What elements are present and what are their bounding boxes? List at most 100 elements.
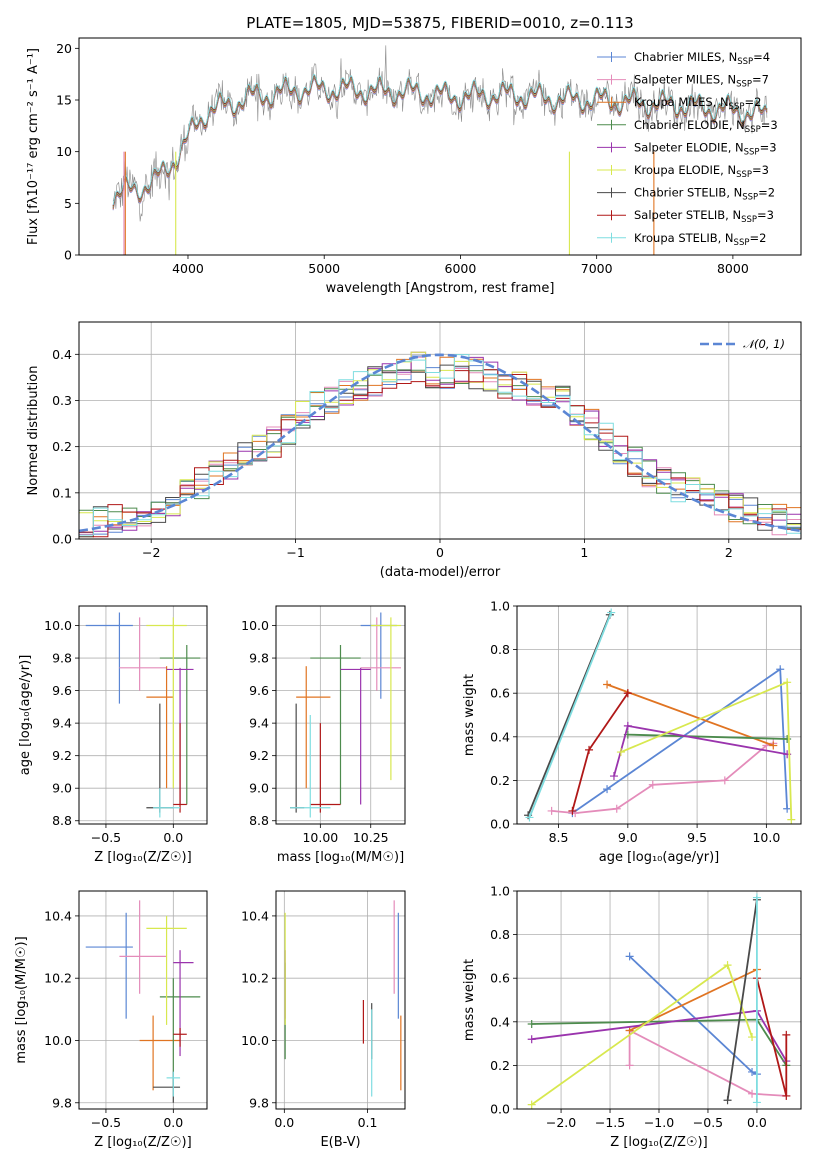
mass-weight-marker [609, 772, 618, 781]
mass-weight-marker [568, 806, 577, 815]
errorbar-point [159, 645, 201, 805]
mass-weight-marker [585, 745, 594, 754]
y-tick-label: 0.2 [52, 439, 72, 454]
x-tick-label: 9.0 [618, 830, 638, 845]
mass-weight-line [627, 733, 788, 740]
mass-weight-marker [748, 1033, 757, 1042]
mass-weight-series [752, 893, 761, 1107]
x-tick-label: 0.0 [163, 1115, 183, 1130]
y-tick-label: 10.2 [241, 971, 269, 986]
mass-weight-series [603, 680, 778, 750]
x-axis-label: wavelength [Angstrom, rest frame] [326, 281, 555, 296]
legend-label: Kroupa STELIB, NSSP=2 [634, 231, 766, 248]
mass-weight-series [527, 961, 757, 1109]
x-tick-label: 0 [436, 545, 444, 560]
mass-weight-marker [752, 1098, 761, 1107]
errorbar-point [146, 915, 187, 1025]
y-tick-label: 10.4 [241, 908, 269, 923]
errorbar-point [340, 667, 371, 805]
x-tick-label: 10.0 [752, 830, 780, 845]
mass-weight-marker [648, 780, 657, 789]
y-tick-label: 10.0 [241, 1033, 269, 1048]
mass-weight-marker [527, 1019, 536, 1028]
massweight-vs-age-frame [516, 605, 802, 825]
y-tick-label: 10 [56, 144, 72, 159]
age-vs-z-axes: −0.5 0.0 8.8 9.0 9.2 9.4 9.6 9.8 10.0 Z [log₁₀(Z/… [18, 606, 207, 865]
mass-weight-series [525, 608, 616, 822]
errorbar-point [296, 666, 331, 789]
x-tick-label: 7000 [581, 261, 613, 276]
y-tick-label: 9.6 [249, 683, 269, 698]
errorbar-point [119, 617, 167, 691]
x-tick-label: 0.0 [163, 830, 183, 845]
legend-label: Chabrier MILES, NSSP=4 [634, 50, 770, 67]
x-axis-label: mass [log₁₀(M/M☉)] [277, 850, 404, 865]
y-axis-label: mass [log₁₀(M/M☉)] [14, 936, 29, 1063]
spectrum-legend: Chabrier MILES, NSSP=4 Salpeter MILES, NS… [597, 50, 778, 248]
mass-weight-marker [547, 806, 556, 815]
y-tick-label: 9.6 [52, 683, 72, 698]
errorbar-point [146, 617, 187, 789]
x-tick-label: 9.5 [687, 830, 707, 845]
massweight-vs-z-axes: −2.0 −1.5 −1.0 −0.5 0.0 0.0 0.2 0.4 0.6 0.8 1.0 Z [… [462, 884, 801, 1150]
y-tick-label: 0.4 [490, 729, 510, 744]
mass-weight-marker [527, 1100, 536, 1109]
y-tick-label: 9.4 [52, 716, 72, 731]
errorbar-point [153, 1071, 181, 1103]
y-tick-label: 15 [56, 93, 72, 108]
y-tick-label: 0.6 [490, 971, 510, 986]
spectrum-axes: 4000 5000 6000 7000 8000 0 5 10 15 20 wavelength [… [26, 41, 749, 296]
errorbar-point [146, 666, 174, 789]
errorbar-point [119, 900, 167, 994]
mass-weight-marker [525, 813, 534, 822]
mass-weight-marker [783, 804, 792, 813]
x-tick-label: 10.00 [302, 830, 338, 845]
x-tick-label: 1 [580, 545, 588, 560]
y-tick-label: 0.2 [490, 1058, 510, 1073]
x-tick-label: −0.5 [91, 1115, 121, 1130]
errorbar-point [85, 612, 133, 704]
mass-weight-line [571, 667, 788, 814]
y-tick-label: 9.2 [249, 748, 269, 763]
mass-weight-line [628, 955, 758, 1075]
mass-weight-marker [783, 678, 792, 687]
x-tick-label: 5000 [308, 261, 340, 276]
y-axis-label: Flux [fλ10⁻¹⁷ erg cm⁻² s⁻¹ A⁻¹] [26, 48, 41, 245]
normal-reference-curve [78, 353, 802, 533]
errorbar-point [290, 703, 305, 813]
x-axis-label: Z [log₁₀(Z/Z☉)] [94, 850, 191, 865]
mass-weight-line [551, 742, 774, 815]
x-axis-label: (data-model)/error [380, 565, 501, 580]
errorbar-point [173, 723, 187, 813]
residual-axes: −2 −1 0 1 2 0.0 0.1 0.2 0.3 0.4 (data-model)/error… [26, 322, 801, 580]
y-tick-label: 1.0 [490, 599, 510, 614]
mass-weight-marker [748, 1067, 757, 1076]
mass-weight-marker [603, 785, 612, 794]
mass-weight-marker [625, 952, 634, 961]
legend-label: Salpeter MILES, NSSP=7 [634, 73, 769, 90]
errorbar-point [310, 723, 341, 813]
x-tick-label: −2 [142, 545, 160, 560]
legend-label: Salpeter STELIB, NSSP=3 [634, 208, 774, 225]
mass-weight-series [568, 665, 792, 818]
y-tick-label: 0.6 [490, 686, 510, 701]
x-tick-label: −1.0 [644, 1115, 674, 1130]
y-tick-label: 9.8 [249, 1095, 269, 1110]
mass-weight-marker [752, 893, 761, 902]
x-axis-label: Z [log₁₀(Z/Z☉)] [610, 1135, 707, 1150]
y-tick-label: 0.0 [490, 1102, 510, 1117]
x-tick-label: 0.0 [274, 1115, 294, 1130]
y-tick-label: 9.0 [249, 781, 269, 796]
mass-weight-marker [625, 1026, 634, 1035]
x-tick-label: 10.25 [353, 830, 389, 845]
y-axis-label: mass weight [462, 674, 477, 756]
spectrum-frame [78, 37, 802, 256]
age-vs-z-frame [78, 605, 208, 825]
y-axis-label: mass weight [462, 959, 477, 1041]
errorbar-point [370, 617, 401, 781]
mass-weight-marker [748, 1089, 757, 1098]
histogram-step [79, 369, 801, 538]
y-tick-label: 0.3 [52, 393, 72, 408]
errorbar-point [360, 617, 401, 691]
